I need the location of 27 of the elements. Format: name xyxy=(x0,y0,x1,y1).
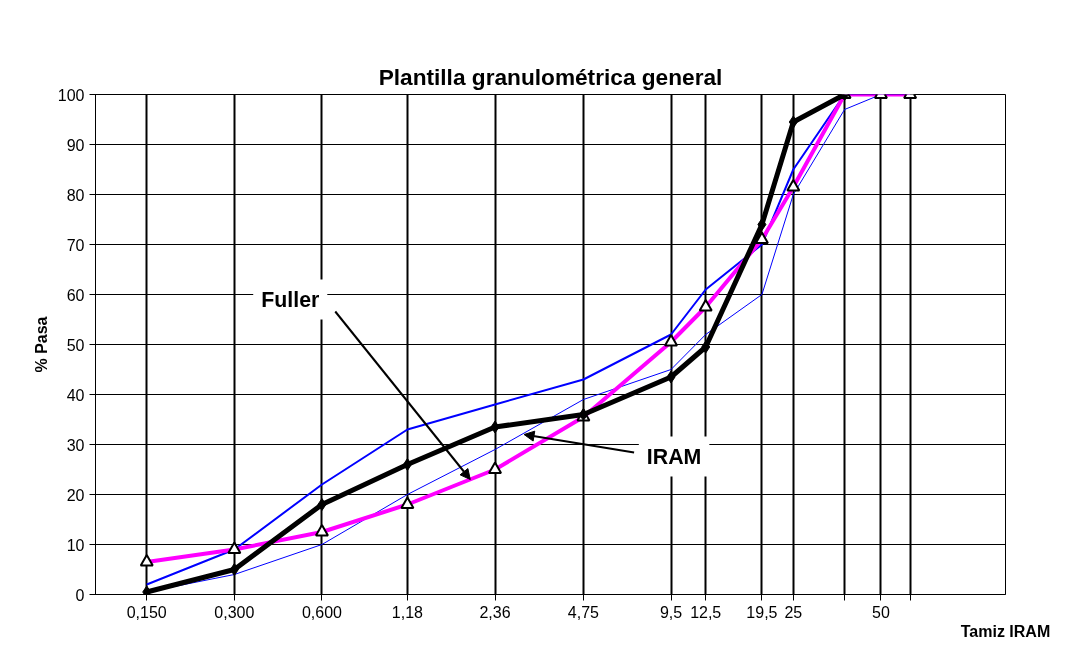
y-tick-label: 0 xyxy=(75,586,85,604)
y-tick-label: 40 xyxy=(66,386,85,404)
x-tick-label: 2,36 xyxy=(479,603,511,621)
x-axis-title: Tamiz IRAM xyxy=(960,622,1051,640)
x-tick-label: 4,75 xyxy=(567,603,600,621)
y-tick-label: 70 xyxy=(66,236,85,254)
x-tick-label: 19,5 xyxy=(746,603,778,621)
x-tick-label: 50 xyxy=(872,603,890,621)
x-tick-label: 12,5 xyxy=(690,603,722,621)
x-tick-label: 9,5 xyxy=(659,603,683,621)
x-tick-label: 0,150 xyxy=(126,603,167,621)
y-tick-label: 30 xyxy=(66,436,85,454)
x-tick-label: 0,600 xyxy=(301,603,343,621)
x-tick-label: 25 xyxy=(784,603,803,621)
y-tick-label: 10 xyxy=(66,536,85,554)
y-tick-label: 100 xyxy=(57,86,85,104)
y-tick-label: 20 xyxy=(66,486,85,504)
x-tick-label: 0,300 xyxy=(214,603,255,621)
chart-title: Plantilla granulométrica general xyxy=(378,63,723,90)
y-tick-label: 80 xyxy=(66,186,85,204)
y-axis-title: % Pasa xyxy=(32,316,50,373)
annotation: Fuller xyxy=(261,287,320,312)
y-tick-label: 90 xyxy=(66,136,85,154)
y-tick-label: 60 xyxy=(66,286,85,304)
annotation: IRAM xyxy=(646,444,702,469)
x-tick-label: 1,18 xyxy=(391,603,424,621)
y-tick-label: 50 xyxy=(66,336,85,354)
